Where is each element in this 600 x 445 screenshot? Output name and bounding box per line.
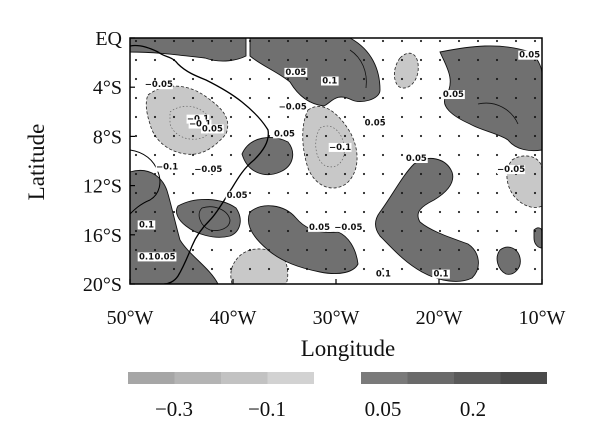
contour-label-bg	[497, 165, 526, 175]
contour-label: 0.05	[309, 223, 330, 233]
colorbar-swatch-positive	[500, 372, 547, 384]
contour-label-bg	[153, 252, 177, 262]
shaded-anomalies	[130, 38, 542, 284]
contour-label-bg	[363, 118, 387, 128]
colorbar-swatch-negative	[174, 372, 221, 384]
contour-label: 0.05	[155, 252, 176, 262]
contour-label-bg	[194, 165, 223, 175]
contour-label-bg	[225, 190, 249, 200]
contour-label: 0.05	[227, 191, 248, 201]
contour-label-bg	[432, 269, 450, 279]
contour-label-bg	[278, 102, 307, 112]
y-tick-label: 4°S	[93, 77, 122, 99]
contour-label: 0.1	[376, 270, 391, 280]
contour-label-bg	[155, 162, 179, 172]
contour-label-bg	[374, 269, 393, 279]
contour-label: 0.1	[322, 77, 337, 87]
contour-label: −0.1	[189, 120, 211, 130]
contour-label-bg	[201, 124, 224, 134]
colorbar-swatch-positive	[454, 372, 501, 384]
y-axis: EQ 4°S 8°S 12°S 16°S 20°S	[83, 28, 135, 296]
contour-label-bg	[137, 252, 156, 262]
contour-label: −0.1	[156, 163, 178, 173]
colorbar	[128, 372, 547, 384]
contour-label: 0.05	[406, 154, 427, 164]
contour-label-bg	[186, 114, 210, 124]
colorbar-swatch-positive	[361, 372, 408, 384]
colorbar-swatch-negative	[221, 372, 268, 384]
colorbar-swatch-negative	[267, 372, 314, 384]
contour-label: 0.05	[285, 68, 306, 78]
contour-label: 0.1	[434, 270, 449, 280]
contour-label: −0.05	[145, 80, 173, 90]
map-panel: 0.050.050.1−0.050.05−0.05−0.10.05−0.10.0…	[129, 37, 543, 285]
contour-label: 0.05	[274, 129, 295, 139]
x-axis: 50°W 40°W 30°W 20°W 10°W	[107, 279, 566, 329]
contour-label-bg	[284, 67, 308, 77]
x-tick-label: 50°W	[107, 307, 154, 329]
coastline	[130, 44, 269, 284]
contour-label-bg	[188, 119, 212, 129]
x-tick-label: 30°W	[313, 307, 360, 329]
colorbar-label: −0.3	[155, 397, 193, 421]
contour-label: −0.05	[334, 223, 362, 233]
colorbar-swatch-negative	[128, 372, 175, 384]
contour-label-bg	[308, 222, 331, 232]
x-tick-label: 20°W	[416, 307, 463, 329]
contour-label-layer: 0.050.050.1−0.050.05−0.05−0.10.05−0.10.0…	[137, 50, 542, 280]
contour-label-bg	[518, 50, 542, 60]
x-axis-title: Longitude	[301, 336, 396, 361]
y-tick-label: 16°S	[83, 225, 122, 247]
contour-label-bg	[321, 76, 339, 86]
colorbar-labels: −0.3 −0.1 0.05 0.2	[155, 397, 486, 421]
contour-label-bg	[144, 80, 173, 90]
y-tick-label: EQ	[95, 28, 122, 50]
contour-label: 0.05	[443, 90, 464, 100]
contour-label-bg	[442, 90, 465, 100]
y-axis-title: Latitude	[24, 124, 49, 201]
contour-label-bg	[334, 222, 363, 232]
contour-label-bg	[273, 129, 296, 139]
y-tick-label: 12°S	[83, 176, 122, 198]
contour-label: 0.05	[365, 118, 386, 128]
colorbar-swatch-positive	[407, 372, 454, 384]
colorbar-label: 0.2	[460, 397, 486, 421]
contour-label: −0.05	[279, 102, 307, 112]
contour-label: 0.1	[139, 220, 154, 230]
x-tick-label: 40°W	[210, 307, 257, 329]
colorbar-label: −0.1	[248, 397, 286, 421]
contour-label: −0.05	[194, 165, 222, 175]
contour-label: −0.05	[497, 165, 525, 175]
colorbar-label: 0.05	[365, 397, 402, 421]
contour-label-bg	[404, 154, 428, 163]
y-tick-label: 8°S	[93, 126, 122, 148]
contour-label: 0.05	[202, 124, 223, 134]
contour-label: −0.1	[329, 143, 351, 153]
contour-label: 0.05	[519, 51, 540, 61]
x-tick-label: 10°W	[519, 307, 566, 329]
contour-label-bg	[137, 220, 156, 230]
y-tick-label: 20°S	[83, 274, 122, 296]
contour-label: 0.1	[139, 252, 154, 262]
coastline	[130, 149, 161, 215]
contour-label-bg	[328, 142, 352, 152]
